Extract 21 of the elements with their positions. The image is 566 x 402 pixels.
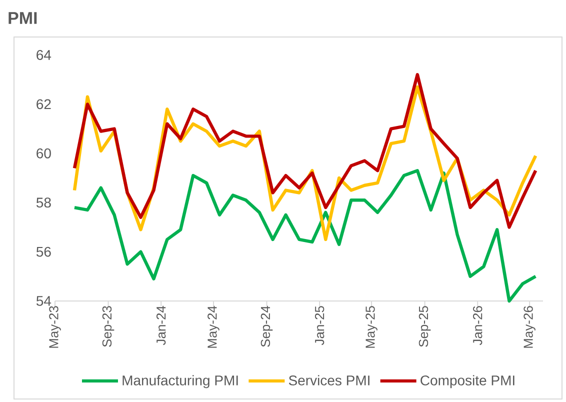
x-tick-label: May-24 (208, 306, 220, 348)
x-tick-label: Sep-24 (260, 306, 273, 347)
y-tick-label: 62 (36, 99, 51, 110)
chart-title: PMI (8, 12, 37, 24)
y-tick-label: 58 (36, 198, 51, 208)
x-tick-label: May-25 (366, 306, 378, 348)
legend-label: Services PMI (288, 375, 370, 386)
x-tick-label: Sep-25 (418, 306, 431, 347)
x-tick-label: May-23 (49, 306, 61, 348)
legend-label: Manufacturing PMI (122, 375, 238, 388)
y-tick-label: 60 (36, 148, 51, 158)
line-series (72, 169, 538, 303)
x-tick-label: May-26 (524, 306, 536, 348)
x-tick-label: Jan-24 (156, 306, 166, 346)
x-tick-label: Jan-25 (314, 306, 324, 346)
y-tick-label: 64 (36, 50, 52, 60)
legend-label: Composite PMI (420, 375, 514, 388)
y-tick-label: 54 (36, 296, 52, 306)
x-tick-label: Sep-23 (102, 306, 114, 347)
y-tick-label: 56 (36, 246, 51, 257)
x-tick-label: Jan-26 (473, 306, 482, 346)
